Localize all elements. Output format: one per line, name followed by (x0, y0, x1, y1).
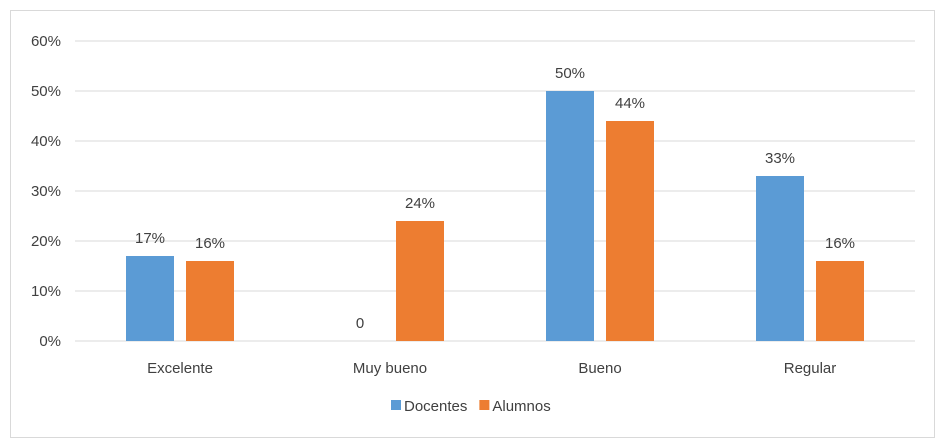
data-label: 33% (765, 150, 795, 167)
bar-alumnos-bueno (606, 121, 654, 341)
bar-alumnos-regular (816, 261, 864, 341)
legend-swatch-alumnos (479, 400, 490, 410)
data-labels: 17% 16% 0 24% 50% 44% 33% 16% (135, 65, 855, 332)
data-label: 16% (195, 235, 225, 252)
x-tick-label: Regular (784, 360, 837, 377)
legend-swatch-docentes (391, 400, 401, 410)
y-tick-label: 30% (31, 183, 61, 200)
x-tick-label: Excelente (147, 360, 213, 377)
y-tick-label: 50% (31, 83, 61, 100)
bar-docentes-bueno (546, 91, 594, 341)
x-axis-tick-labels: Excelente Muy bueno Bueno Regular (147, 360, 836, 377)
y-tick-label: 60% (31, 33, 61, 50)
bar-alumnos-excelente (186, 261, 234, 341)
data-label: 16% (825, 235, 855, 252)
x-tick-label: Bueno (578, 360, 621, 377)
y-axis-tick-labels: 0% 10% 20% 30% 40% 50% 60% (31, 33, 61, 350)
legend: Docentes Alumnos (391, 398, 551, 415)
data-label: 50% (555, 65, 585, 82)
legend-label-alumnos: Alumnos (492, 398, 550, 415)
y-tick-label: 10% (31, 283, 61, 300)
data-label: 17% (135, 230, 165, 247)
bar-alumnos-muy-bueno (396, 221, 444, 341)
bars (126, 91, 864, 341)
y-tick-label: 20% (31, 233, 61, 250)
bar-docentes-regular (756, 176, 804, 341)
data-label: 24% (405, 195, 435, 212)
data-label: 0 (356, 315, 364, 332)
bar-docentes-excelente (126, 256, 174, 341)
data-label: 44% (615, 95, 645, 112)
x-tick-label: Muy bueno (353, 360, 427, 377)
legend-label-docentes: Docentes (404, 398, 467, 415)
y-tick-label: 0% (39, 333, 61, 350)
y-tick-label: 40% (31, 133, 61, 150)
